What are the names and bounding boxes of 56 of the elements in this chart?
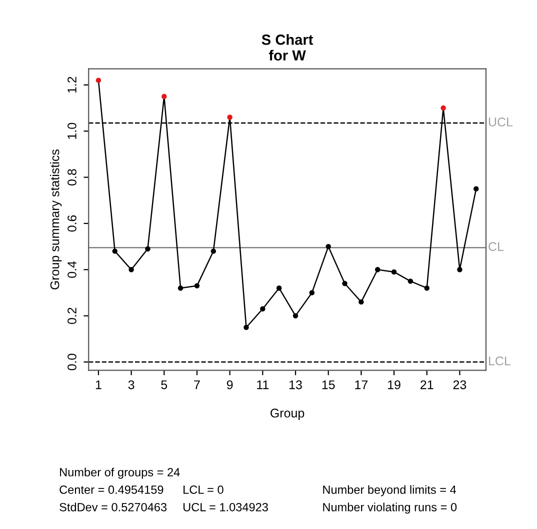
- text: LCL = 0: [184, 486, 224, 494]
- point: [326, 244, 331, 250]
- x-tick-label: 17: [355, 380, 368, 390]
- point: [375, 267, 380, 272]
- text: Number beyond limits = 4: [323, 485, 456, 496]
- text: UCL = 1.034923: [183, 502, 268, 512]
- text: Number violating runs = 0: [323, 502, 457, 514]
- point: [408, 278, 414, 284]
- point: [194, 283, 200, 288]
- x-tick-label: 15: [322, 380, 335, 390]
- point: [210, 248, 216, 254]
- point: [96, 78, 102, 83]
- point: [358, 299, 364, 305]
- point: [474, 186, 479, 192]
- point: [391, 269, 397, 275]
- point: [292, 313, 298, 318]
- point: [457, 267, 462, 272]
- x-tick-label: 3: [128, 380, 134, 390]
- chart-title: S Chart for W: [262, 34, 314, 61]
- x-tick-label: 9: [226, 380, 233, 390]
- y-tick-label: 0.0: [68, 354, 76, 370]
- text: StdDev = 0.5270463: [60, 502, 167, 512]
- y-tick-label: 0.2: [68, 308, 76, 324]
- x-tick-label: 1: [96, 380, 102, 390]
- y-axis-title: Group summary statistics: [50, 149, 62, 290]
- text: Center = 0.4954159: [60, 486, 164, 494]
- point: [260, 306, 266, 312]
- point: [244, 324, 249, 330]
- x-axis-title: Group: [270, 408, 304, 420]
- x-tick-label: 21: [420, 380, 434, 390]
- y-tick-label: 1.2: [68, 76, 76, 93]
- point: [440, 105, 446, 111]
- y-tick-label: 0.4: [68, 261, 76, 278]
- y-tick-label: 1.0: [68, 122, 76, 139]
- ref-line-label: UCL: [488, 118, 513, 126]
- point: [162, 94, 167, 100]
- point: [342, 280, 348, 286]
- x-tick-label: 7: [194, 380, 200, 390]
- x-tick-label: 11: [257, 380, 269, 390]
- y-tick-label: 0.6: [68, 215, 76, 232]
- x-tick-label: 23: [453, 380, 466, 390]
- point: [309, 290, 315, 296]
- point: [145, 246, 150, 252]
- point: [128, 267, 134, 272]
- x-tick-label: 5: [161, 380, 168, 390]
- point: [276, 286, 282, 291]
- y-tick-label: 0.8: [68, 169, 76, 186]
- text: Number of groups = 24: [60, 468, 180, 479]
- x-tick-label: 19: [388, 380, 400, 390]
- point: [424, 286, 430, 291]
- point: [178, 286, 184, 291]
- x-tick-label: 13: [290, 380, 302, 390]
- point: [227, 114, 232, 120]
- ref-line-label: LCL: [488, 356, 510, 366]
- point: [112, 248, 118, 254]
- ref-line-label: CL: [488, 242, 504, 251]
